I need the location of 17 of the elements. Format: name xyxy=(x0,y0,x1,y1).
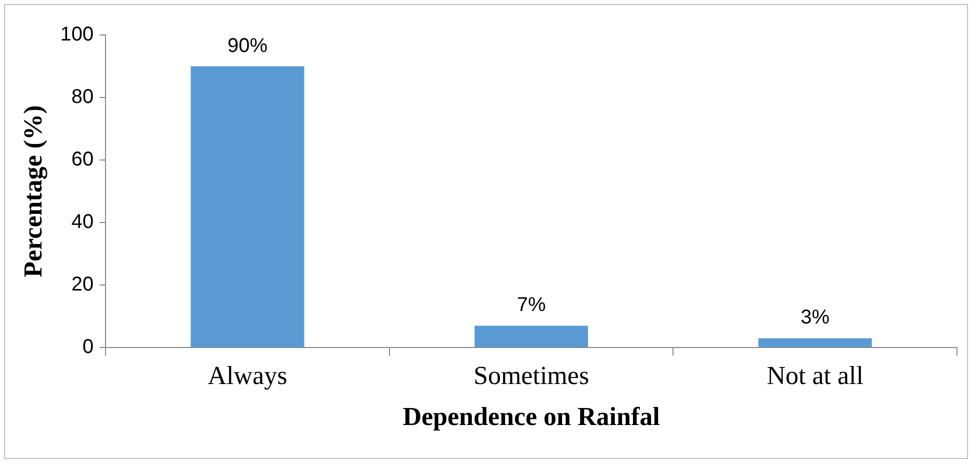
x-tick-label: Sometimes xyxy=(474,361,590,390)
data-label: 7% xyxy=(516,294,546,316)
x-axis-title: Dependence on Rainfal xyxy=(402,402,660,432)
bar xyxy=(474,326,588,348)
y-axis-title: Percentage (%) xyxy=(18,105,48,278)
x-tick-label: Always xyxy=(208,361,288,390)
bar xyxy=(190,66,304,348)
bar xyxy=(758,338,872,348)
x-tick-label: Not at all xyxy=(766,361,864,390)
y-tick-label: 60 xyxy=(71,148,94,171)
y-tick-label: 0 xyxy=(82,336,94,358)
data-label: 3% xyxy=(800,306,830,329)
y-tick-label: 80 xyxy=(71,86,94,108)
data-label: 90% xyxy=(227,34,268,57)
y-tick-label: 100 xyxy=(60,24,94,46)
y-tick-label: 40 xyxy=(71,211,94,234)
y-tick-label: 20 xyxy=(71,274,94,296)
